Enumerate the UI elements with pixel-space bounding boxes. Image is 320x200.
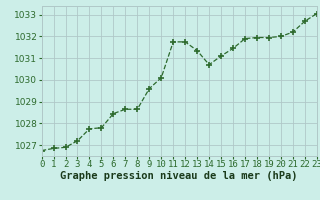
X-axis label: Graphe pression niveau de la mer (hPa): Graphe pression niveau de la mer (hPa) bbox=[60, 171, 298, 181]
